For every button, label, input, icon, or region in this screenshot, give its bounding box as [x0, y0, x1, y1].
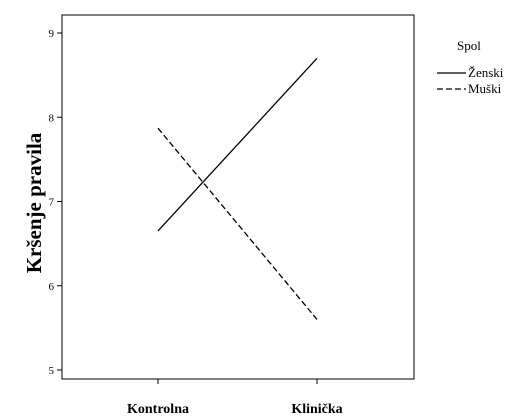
- legend-label: Ženski: [468, 65, 504, 80]
- series-line-muski: [157, 127, 318, 320]
- legend-label: Muški: [468, 81, 502, 96]
- y-tick-label: 5: [49, 365, 55, 377]
- x-axis-ticks: Kontrolna Klinička: [127, 379, 343, 416]
- y-axis-title: Kršenje pravila: [22, 132, 46, 273]
- y-tick-label: 6: [49, 281, 55, 293]
- legend-title: Spol: [457, 38, 481, 53]
- y-tick-label: 8: [49, 112, 55, 124]
- y-tick-label: 7: [49, 197, 55, 209]
- x-category-label: Kontrolna: [127, 402, 189, 416]
- y-tick-label: 9: [49, 28, 55, 40]
- y-axis-ticks: 5 6 7 8 9: [49, 28, 62, 377]
- series-line-zenski: [157, 57, 318, 232]
- series-lines: [157, 57, 318, 320]
- plot-frame: [61, 14, 415, 380]
- x-category-label: Klinička: [291, 402, 342, 416]
